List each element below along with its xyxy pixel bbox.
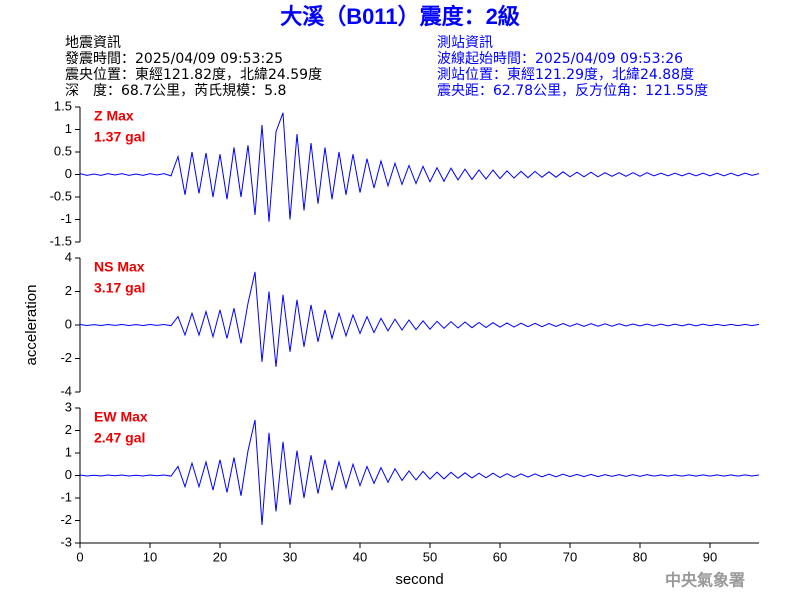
- x-tick-label: 70: [563, 549, 577, 564]
- x-tick-label: 60: [493, 549, 507, 564]
- waveform: [79, 419, 760, 526]
- y-tick-label: -1.5: [50, 233, 72, 248]
- info-text: 發震時間：2025/04/09 09:53:25: [65, 51, 283, 67]
- x-tick-label: 20: [213, 549, 227, 564]
- y-tick-label: 1.5: [54, 98, 72, 113]
- x-tick-label: 90: [703, 549, 717, 564]
- info-text: 深 度：68.7公里，芮氏規模：5.8: [65, 82, 286, 99]
- annotation: 3.17 gal: [94, 280, 145, 296]
- station-text: 波線起始時間：2025/04/09 09:53:26: [437, 51, 683, 67]
- y-tick-label: 1: [65, 444, 72, 459]
- y-tick-label: -2: [60, 350, 72, 365]
- y-tick-label: -1: [60, 489, 72, 504]
- station-text: 測站位置：東經121.29度，北緯24.88度: [437, 67, 694, 83]
- info-text: 震央位置：東經121.82度，北緯24.59度: [65, 67, 322, 83]
- x-tick-label: 0: [76, 549, 83, 564]
- y-tick-label: 2: [65, 422, 72, 437]
- credit: 中央氣象署: [665, 571, 745, 590]
- y-axis-label: acceleration: [23, 285, 40, 366]
- y-tick-label: 0.5: [54, 143, 72, 158]
- x-axis-label: second: [395, 571, 443, 588]
- info-text: 地震資訊: [65, 35, 121, 51]
- y-tick-label: -4: [60, 383, 72, 398]
- station-text: 震央距：62.78公里，反方位角：121.55度: [437, 83, 708, 99]
- annotation: NS Max: [94, 259, 145, 275]
- x-tick-label: 50: [423, 549, 437, 564]
- y-tick-label: 1: [65, 121, 72, 136]
- annotation: EW Max: [94, 409, 148, 425]
- y-tick-label: 3: [65, 399, 72, 414]
- y-tick-label: 0: [65, 166, 72, 181]
- waveform: [79, 112, 760, 222]
- annotation: Z Max: [94, 108, 134, 124]
- y-tick-label: 0: [65, 316, 72, 331]
- annotation: 2.47 gal: [94, 430, 145, 446]
- x-tick-label: 30: [283, 549, 297, 564]
- station-text: 測站資訊: [437, 35, 493, 51]
- waveform: [79, 271, 760, 367]
- x-tick-label: 40: [353, 549, 367, 564]
- y-tick-label: 4: [65, 249, 72, 264]
- y-tick-label: -2: [60, 512, 72, 527]
- y-tick-label: 0: [65, 467, 72, 482]
- x-tick-label: 80: [633, 549, 647, 564]
- y-tick-label: -1: [60, 211, 72, 226]
- chart-title: 大溪（B011）震度：2級: [280, 4, 520, 29]
- y-tick-label: 2: [65, 283, 72, 298]
- y-tick-label: -0.5: [50, 188, 72, 203]
- y-tick-label: -3: [60, 534, 72, 549]
- annotation: 1.37 gal: [94, 129, 145, 145]
- x-tick-label: 10: [143, 549, 157, 564]
